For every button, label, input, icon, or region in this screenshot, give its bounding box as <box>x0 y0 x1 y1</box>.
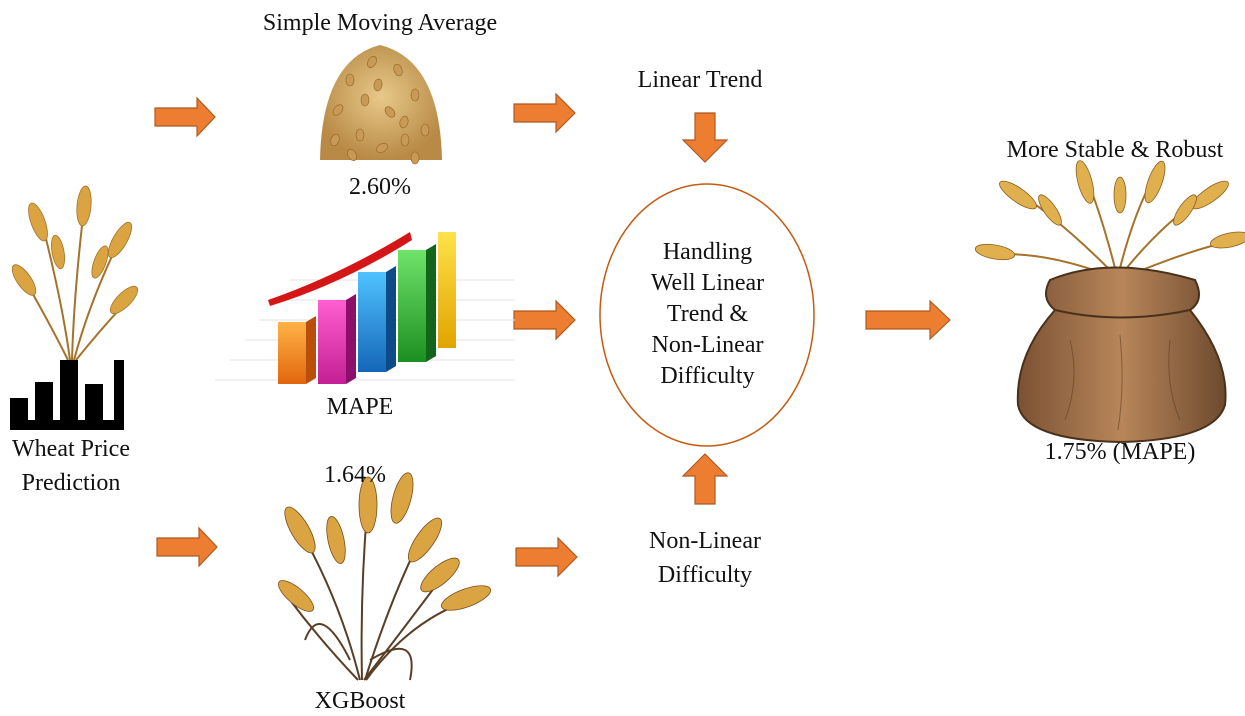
non-linear-line2: Difficulty <box>657 562 753 588</box>
center-text: Handling Well Linear Trend & Non-Linear … <box>620 237 795 392</box>
non-linear-line1: Non-Linear <box>649 528 761 554</box>
arrow-input-to-xgboost <box>156 526 218 568</box>
wheat-bar-chart-icon <box>10 185 139 430</box>
wheat-sack-icon <box>974 160 1245 444</box>
result-value: 1.75% (MAPE) <box>1044 439 1196 465</box>
non-linear-label: Non-Linear Difficulty <box>610 526 800 590</box>
wheat-bundle-icon <box>277 472 492 681</box>
rising-bar-chart-icon <box>215 232 515 384</box>
sma-value: 2.60% <box>349 174 411 200</box>
sma-title: Simple Moving Average <box>262 10 498 36</box>
input-label-line2: Prediction <box>21 470 121 496</box>
mape-label: MAPE <box>326 394 394 420</box>
arrow-sma-to-linear-trend <box>513 92 576 134</box>
grain-pile-icon <box>320 45 442 165</box>
arrow-input-to-sma <box>154 96 216 138</box>
arrow-center-to-result <box>865 299 951 341</box>
result-title: More Stable & Robust <box>1006 137 1224 163</box>
center-line-2: Well Linear <box>650 270 765 296</box>
arrow-linear-trend-down <box>681 112 729 163</box>
center-line-5: Difficulty <box>660 363 755 389</box>
center-line-3: Trend & <box>666 301 749 327</box>
center-ellipse <box>599 183 815 447</box>
arrow-mape-to-center <box>513 299 576 341</box>
xgboost-title: XGBoost <box>314 688 406 714</box>
input-label: Wheat Price Prediction <box>0 434 142 498</box>
xgboost-value: 1.64% <box>324 462 386 488</box>
arrow-non-linear-up <box>681 453 729 505</box>
linear-trend-label: Linear Trend <box>637 67 763 93</box>
input-label-line1: Wheat Price <box>12 436 130 462</box>
center-line-4: Non-Linear <box>651 332 764 358</box>
arrow-xgboost-to-non-linear <box>515 536 578 578</box>
center-line-1: Handling <box>662 239 753 265</box>
